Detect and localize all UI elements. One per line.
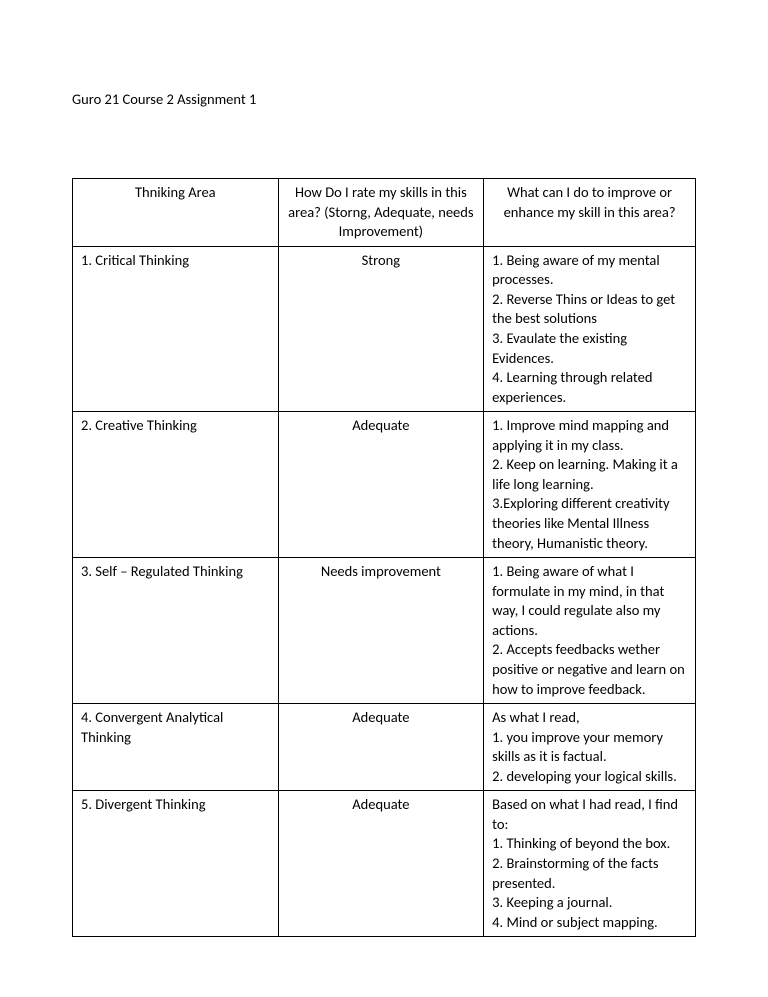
cell-area: 1. Critical Thinking <box>73 246 279 412</box>
cell-improve: 1. Being aware of my mental processes.2.… <box>484 246 696 412</box>
cell-improve: 1. Being aware of what I formulate in my… <box>484 558 696 704</box>
cell-improve: Based on what I had read, I find to:1. T… <box>484 791 696 937</box>
cell-rating: Adequate <box>278 412 484 558</box>
cell-rating: Needs improvement <box>278 558 484 704</box>
table-header-row: Thniking Area How Do I rate my skills in… <box>73 179 696 247</box>
thinking-skills-table: Thniking Area How Do I rate my skills in… <box>72 178 696 937</box>
document-page: Guro 21 Course 2 Assignment 1 Thniking A… <box>0 0 768 997</box>
cell-area: 4. Convergent Analytical Thinking <box>73 704 279 791</box>
cell-rating: Adequate <box>278 791 484 937</box>
cell-area: 5. Divergent Thinking <box>73 791 279 937</box>
table-row: 4. Convergent Analytical Thinking Adequa… <box>73 704 696 791</box>
cell-rating: Adequate <box>278 704 484 791</box>
cell-area: 2. Creative Thinking <box>73 412 279 558</box>
cell-improve: As what I read,1. you improve your memor… <box>484 704 696 791</box>
header-improve: What can I do to improve or enhance my s… <box>484 179 696 247</box>
table-row: 3. Self – Regulated Thinking Needs impro… <box>73 558 696 704</box>
table-row: 2. Creative Thinking Adequate 1. Improve… <box>73 412 696 558</box>
table-row: 5. Divergent Thinking Adequate Based on … <box>73 791 696 937</box>
table-row: 1. Critical Thinking Strong 1. Being awa… <box>73 246 696 412</box>
cell-rating: Strong <box>278 246 484 412</box>
document-title: Guro 21 Course 2 Assignment 1 <box>72 90 696 108</box>
cell-improve: 1. Improve mind mapping and applying it … <box>484 412 696 558</box>
header-rating: How Do I rate my skills in this area? (S… <box>278 179 484 247</box>
cell-area: 3. Self – Regulated Thinking <box>73 558 279 704</box>
header-thinking-area: Thniking Area <box>73 179 279 247</box>
